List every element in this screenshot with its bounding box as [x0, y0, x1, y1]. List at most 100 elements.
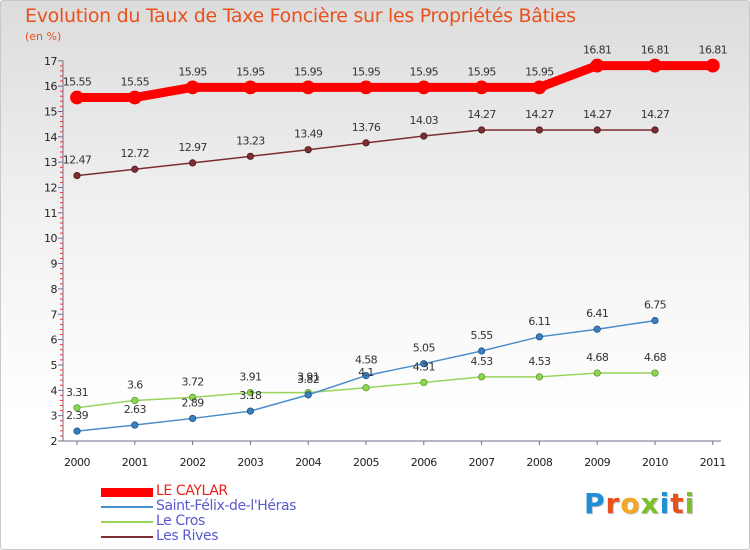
- data-label: 3.72: [182, 375, 204, 388]
- data-label: 3.91: [239, 371, 261, 384]
- data-label: 3.82: [297, 373, 319, 386]
- data-point: [535, 333, 544, 341]
- data-label: 15.95: [525, 65, 554, 78]
- legend-label: Les Rives: [156, 528, 219, 544]
- data-point: [131, 421, 139, 429]
- data-label: 15.95: [352, 65, 381, 78]
- y-tick-label: 17: [44, 55, 57, 68]
- data-label: 4.31: [413, 360, 435, 373]
- data-label: 4.68: [586, 351, 609, 364]
- x-tick-label: 2002: [180, 456, 206, 469]
- data-label: 2.63: [124, 403, 147, 416]
- data-point: [246, 407, 254, 415]
- x-tick-label: 2005: [353, 456, 379, 469]
- data-point: [243, 80, 258, 95]
- data-label: 14.27: [641, 108, 670, 121]
- logo-letter: i: [659, 487, 671, 520]
- x-tick-label: 2011: [700, 456, 726, 469]
- data-label: 14.27: [467, 108, 496, 121]
- data-label: 14.27: [583, 108, 612, 121]
- y-tick-label: 3: [51, 410, 58, 423]
- y-tick-label: 8: [51, 283, 58, 296]
- data-label: 4.68: [644, 351, 667, 364]
- data-point: [362, 384, 370, 392]
- data-label: 3.31: [66, 386, 88, 399]
- data-label: 15.95: [410, 65, 439, 78]
- proxiti-logo: Proxiti: [584, 487, 695, 520]
- y-tick-label: 15: [44, 105, 57, 118]
- data-label: 5.05: [413, 342, 436, 355]
- data-label: 4.1: [358, 366, 374, 379]
- data-point: [304, 146, 312, 154]
- logo-letter: t: [670, 487, 685, 520]
- data-label: 16.81: [583, 44, 612, 57]
- data-label: 16.81: [641, 44, 670, 57]
- logo-letter: i: [684, 487, 696, 520]
- data-point: [131, 165, 139, 173]
- logo-letter: o: [620, 487, 641, 520]
- data-label: 6.41: [586, 307, 608, 320]
- y-tick-label: 12: [44, 182, 57, 195]
- data-point: [648, 58, 662, 73]
- data-point: [73, 427, 81, 435]
- data-point: [189, 159, 197, 167]
- data-label: 12.97: [178, 141, 207, 154]
- x-tick-label: 2004: [295, 456, 321, 469]
- data-point: [535, 373, 544, 381]
- data-label: 3.6: [127, 378, 143, 391]
- data-label: 15.55: [121, 76, 150, 89]
- data-point: [416, 80, 431, 95]
- y-axis-unit-label: (en %): [25, 30, 62, 43]
- y-tick-label: 9: [51, 258, 58, 271]
- data-label: 15.95: [178, 65, 207, 78]
- data-label: 12.47: [63, 154, 92, 167]
- data-point: [535, 126, 544, 134]
- y-tick-label: 2: [51, 435, 58, 448]
- data-point: [304, 391, 312, 399]
- x-tick-label: 2009: [584, 456, 610, 469]
- data-point: [362, 371, 370, 380]
- data-label: 4.53: [528, 355, 551, 368]
- data-point: [651, 126, 659, 134]
- data-label: 3.18: [239, 389, 262, 402]
- data-point: [127, 90, 142, 105]
- data-point: [185, 80, 200, 95]
- data-label: 4.53: [471, 355, 494, 368]
- data-point: [301, 80, 316, 95]
- data-point: [651, 369, 659, 377]
- x-tick-label: 2003: [237, 456, 263, 469]
- data-point: [359, 80, 373, 95]
- x-tick-label: 2008: [526, 456, 552, 469]
- data-label: 15.55: [63, 76, 92, 89]
- y-tick-label: 4: [51, 384, 58, 397]
- data-label: 14.03: [410, 114, 439, 127]
- legend-label: Saint-Félix-de-l'Héras: [156, 498, 297, 514]
- data-label: 13.23: [236, 134, 265, 147]
- data-point: [477, 373, 486, 381]
- y-tick-label: 14: [44, 131, 57, 144]
- x-tick-label: 2010: [642, 456, 668, 469]
- legend-label: LE CAYLAR: [156, 483, 228, 499]
- chart-title: Evolution du Taux de Taxe Foncière sur l…: [25, 5, 576, 27]
- data-point: [593, 369, 601, 377]
- data-point: [73, 171, 81, 180]
- legend-label: Le Cros: [156, 513, 205, 529]
- data-point: [131, 396, 139, 405]
- logo-letter: r: [605, 487, 621, 520]
- data-point: [73, 404, 81, 412]
- data-label: 6.75: [644, 299, 667, 312]
- data-point: [651, 316, 659, 325]
- data-point: [705, 58, 720, 73]
- y-tick-label: 5: [51, 359, 58, 372]
- data-label: 6.11: [528, 315, 550, 328]
- data-label: 15.95: [294, 65, 323, 78]
- logo-letter: P: [584, 487, 606, 520]
- x-tick-label: 2006: [411, 456, 437, 469]
- data-label: 3.91: [297, 371, 319, 384]
- data-point: [477, 126, 486, 134]
- data-label: 12.72: [121, 147, 150, 160]
- data-label: 2.89: [182, 396, 205, 409]
- x-tick-label: 2007: [469, 456, 495, 469]
